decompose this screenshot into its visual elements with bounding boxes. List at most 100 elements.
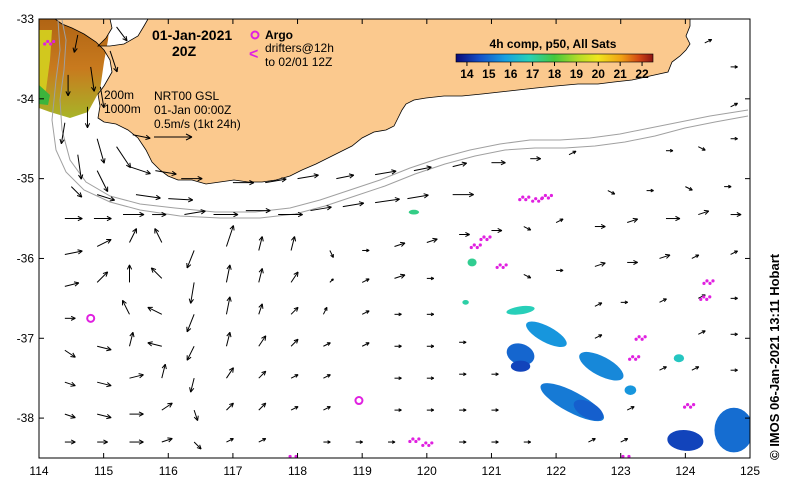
colorbar-tick-label: 15 [482, 67, 496, 81]
drifter-track [408, 437, 421, 444]
current-arrow [426, 344, 435, 349]
isobath-200m-label: 200m [104, 88, 134, 102]
colorbar-tick-label: 20 [592, 67, 606, 81]
x-tick-label: 118 [288, 464, 307, 478]
current-arrow [109, 50, 119, 73]
current-arrow [523, 226, 532, 231]
sst-patch [506, 305, 535, 315]
current-arrow [394, 344, 402, 349]
current-arrow [64, 349, 76, 358]
colorbar-tick-label: 16 [504, 67, 518, 81]
current-arrow [342, 201, 365, 208]
argo-float[interactable] [86, 313, 96, 323]
x-tick-label: 120 [417, 464, 437, 478]
map-date: 01-Jan-2021 [152, 27, 232, 43]
argo-floats [86, 313, 364, 406]
current-arrow [258, 268, 264, 283]
current-arrow [64, 381, 76, 387]
current-arrow [336, 173, 355, 180]
current-arrow [154, 228, 163, 243]
current-arrow [155, 170, 177, 177]
drifter-track [540, 193, 553, 200]
x-tick-label: 119 [353, 464, 372, 478]
argo-float[interactable] [354, 396, 364, 406]
isobath-200m [59, 19, 749, 213]
current-arrow [620, 438, 629, 443]
current-arrow [258, 402, 267, 411]
current-arrow [375, 169, 397, 176]
y-axis: -33 -34 -35 -36 -37 -38 [17, 12, 750, 425]
y-tick-label: -35 [17, 172, 35, 186]
current-arrow [97, 381, 112, 388]
drifter-legend-icon: < [249, 46, 258, 63]
current-arrow [186, 250, 195, 269]
drifter-track [628, 355, 641, 361]
current-arrow [730, 250, 739, 255]
current-arrow [329, 278, 334, 283]
current-arrow [459, 340, 467, 345]
drifter-track [634, 335, 647, 341]
current-arrow [459, 440, 467, 444]
sst-patch [462, 299, 469, 305]
current-arrow [323, 342, 331, 347]
drifter-tracks [43, 39, 715, 458]
current-arrow [96, 271, 109, 283]
current-arrow [226, 367, 234, 379]
current-arrow [129, 166, 151, 175]
current-arrow [84, 106, 91, 129]
x-tick-label: 122 [546, 464, 566, 478]
current-arrow [265, 177, 287, 184]
x-tick-label: 116 [159, 464, 178, 478]
sst-patch [624, 385, 637, 395]
current-arrow [594, 261, 606, 267]
current-arrow [150, 267, 163, 279]
isobath-1000m-label: 1000m [104, 102, 141, 116]
y-tick-label: -34 [17, 92, 35, 106]
credit-line: © IMOS 06-Jan-2021 13:11 Hobart [767, 253, 782, 460]
current-arrow [459, 408, 467, 412]
colorbar-ticks: 14 15 16 17 18 19 20 21 22 [460, 62, 649, 81]
sst-patch [510, 360, 531, 372]
current-arrow [161, 437, 173, 443]
current-arrow [627, 217, 639, 224]
current-arrow [361, 310, 370, 315]
sst-patch [667, 429, 704, 451]
current-arrow [72, 34, 79, 53]
current-arrow [530, 156, 541, 162]
drifter-track [518, 195, 531, 202]
current-arrow [413, 165, 432, 172]
current-arrow [132, 134, 151, 140]
coastal-green-water [39, 85, 50, 105]
sst-patch [673, 354, 685, 363]
current-arrow [361, 342, 370, 347]
x-tick-label: 114 [29, 464, 48, 478]
current-arrow [594, 224, 606, 230]
current-arrow [730, 102, 739, 108]
product-time: 01-Jan 00:00Z [154, 103, 231, 117]
current-arrow [407, 193, 429, 200]
current-arrow [65, 74, 71, 97]
current-arrow [555, 218, 564, 223]
current-arrow [225, 225, 235, 247]
x-tick-label: 123 [611, 464, 631, 478]
current-arrow [64, 439, 76, 445]
current-arrow [665, 148, 674, 153]
current-arrow [329, 250, 334, 258]
colorbar-title: 4h comp, p50, All Sats [490, 37, 617, 51]
current-arrow [426, 237, 438, 243]
drifter-track [495, 263, 508, 270]
current-arrow [147, 341, 162, 347]
current-arrow [93, 215, 112, 222]
current-arrow [375, 197, 400, 204]
y-tick-label: -33 [17, 12, 35, 26]
current-arrow [588, 438, 596, 443]
current-arrow [394, 376, 402, 381]
drifter-track [479, 235, 492, 242]
current-arrow [388, 440, 396, 444]
current-arrow [594, 302, 603, 307]
current-arrow [361, 278, 370, 283]
current-arrow [129, 439, 144, 445]
current-arrow [698, 146, 706, 151]
current-arrow [290, 374, 299, 379]
